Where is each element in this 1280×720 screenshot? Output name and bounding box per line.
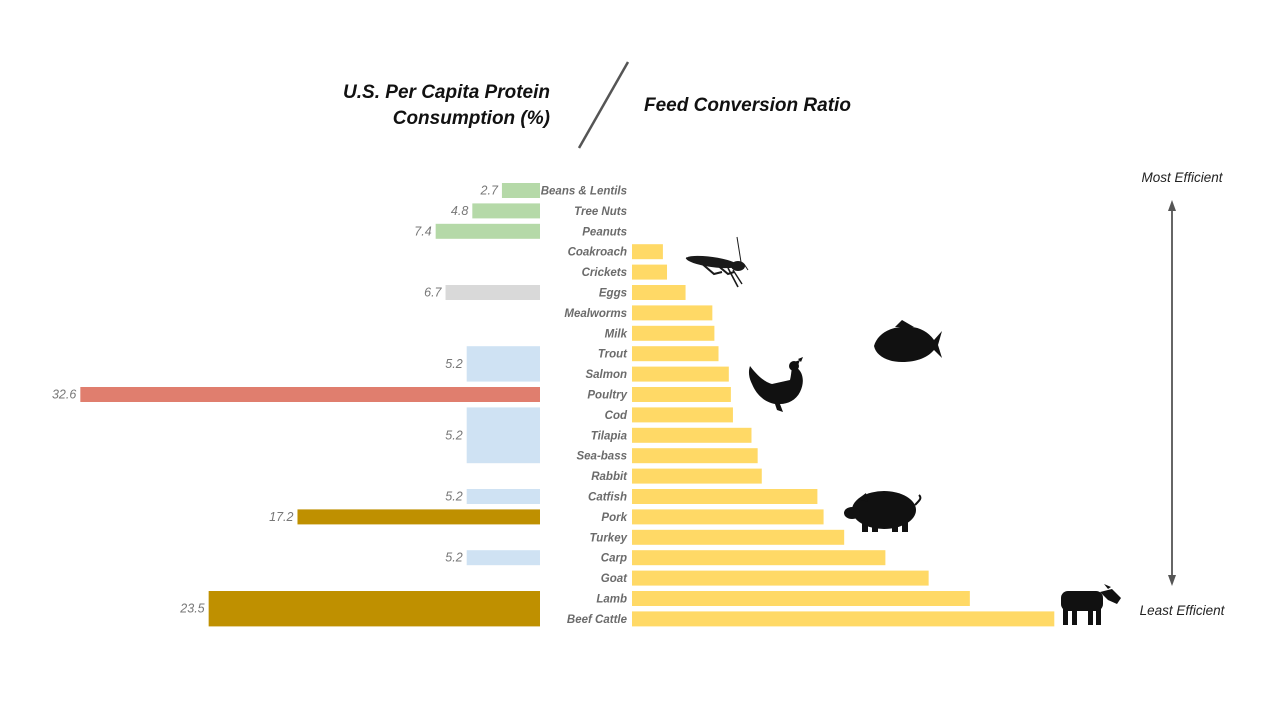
- fcr-bar-catfish: [632, 489, 818, 504]
- category-label-sea-bass: Sea-bass: [576, 451, 627, 463]
- protein-consumption-bars: 2.7 4.8 7.4 6.7 5.2 32.6 5.2 5.2 17.2 5.2 23.5: [52, 183, 540, 627]
- fcr-bar-salmon: [632, 366, 729, 382]
- protein-value-lamb-beef-cattle: 23.5: [179, 602, 204, 616]
- fcr-bar-beef-cattle: [632, 611, 1055, 627]
- protein-bar-peanuts: [435, 223, 540, 239]
- protein-bar-lamb-beef-cattle: [208, 591, 540, 627]
- category-label-goat: Goat: [601, 573, 628, 585]
- protein-value-eggs: 6.7: [424, 286, 442, 300]
- efficiency-arrow-head-top: [1168, 200, 1176, 211]
- fcr-bar-trout: [632, 346, 719, 362]
- category-label-tree-nuts: Tree Nuts: [574, 206, 627, 218]
- fcr-bar-eggs: [632, 285, 686, 300]
- category-label-eggs: Eggs: [599, 288, 627, 300]
- fcr-bar-mealworms: [632, 305, 713, 321]
- fcr-bar-lamb: [632, 591, 970, 606]
- left-title-line1: U.S. Per Capita Protein: [343, 82, 550, 103]
- category-label-coakroach: Coakroach: [568, 247, 627, 259]
- category-label-peanuts: Peanuts: [582, 226, 627, 238]
- protein-value-pork: 17.2: [269, 510, 293, 524]
- category-label-crickets: Crickets: [582, 267, 627, 279]
- protein-value-carp: 5.2: [445, 551, 462, 565]
- cow-icon: [1061, 584, 1121, 625]
- protein-bar-cod-tilapia-sea-bass: [466, 407, 540, 464]
- category-label-pork: Pork: [601, 512, 627, 524]
- fcr-bar-tilapia: [632, 427, 752, 443]
- category-label-salmon: Salmon: [585, 369, 627, 381]
- protein-value-peanuts: 7.4: [414, 224, 431, 238]
- most-efficient-label: Most Efficient: [1141, 170, 1223, 185]
- category-label-beef-cattle: Beef Cattle: [567, 614, 628, 626]
- fcr-bar-poultry: [632, 387, 731, 402]
- protein-bar-catfish: [466, 489, 540, 504]
- protein-bar-trout-salmon: [466, 346, 540, 382]
- category-label-rabbit: Rabbit: [591, 471, 628, 483]
- fcr-bar-carp: [632, 550, 886, 566]
- fcr-bar-goat: [632, 570, 929, 586]
- category-label-poultry: Poultry: [587, 390, 627, 402]
- left-title-line2: Consumption (%): [393, 108, 550, 129]
- protein-bar-poultry: [80, 387, 540, 402]
- category-label-trout: Trout: [598, 349, 628, 361]
- protein-value-cod-tilapia-sea-bass: 5.2: [445, 428, 462, 442]
- cricket-icon: [685, 236, 749, 288]
- fcr-bar-coakroach: [632, 244, 663, 260]
- fcr-bar-sea-bass: [632, 448, 758, 464]
- fish-icon: [874, 320, 942, 362]
- efficiency-arrow-head-bottom: [1168, 575, 1176, 586]
- pig-icon: [844, 491, 922, 532]
- category-label-tilapia: Tilapia: [591, 430, 628, 442]
- category-label-carp: Carp: [601, 553, 627, 565]
- right-title: Feed Conversion Ratio: [644, 95, 851, 116]
- protein-value-tree-nuts: 4.8: [451, 204, 468, 218]
- protein-value-catfish: 5.2: [445, 490, 462, 504]
- protein-bar-beans-lentils: [501, 183, 540, 198]
- fcr-bar-turkey: [632, 529, 845, 545]
- category-label-cod: Cod: [605, 410, 628, 422]
- protein-value-trout-salmon: 5.2: [445, 357, 462, 371]
- category-label-lamb: Lamb: [596, 594, 627, 606]
- protein-bar-tree-nuts: [472, 203, 540, 219]
- fcr-bar-pork: [632, 509, 824, 525]
- category-label-mealworms: Mealworms: [564, 308, 627, 320]
- least-efficient-label: Least Efficient: [1140, 603, 1226, 618]
- chicken-icon: [748, 357, 803, 412]
- fcr-bar-crickets: [632, 264, 668, 280]
- protein-bar-pork: [297, 509, 540, 525]
- category-labels: Beans & Lentils Tree Nuts Peanuts Coakroach…: [541, 186, 628, 626]
- fcr-bar-rabbit: [632, 468, 762, 484]
- category-label-beans-lentils: Beans & Lentils: [541, 186, 627, 198]
- protein-value-poultry: 32.6: [52, 388, 76, 402]
- category-label-catfish: Catfish: [588, 492, 627, 504]
- feed-conversion-bars: [632, 244, 1055, 627]
- protein-bar-carp: [466, 550, 540, 566]
- category-label-milk: Milk: [605, 328, 628, 340]
- fcr-bar-cod: [632, 407, 733, 423]
- fcr-bar-milk: [632, 325, 715, 341]
- category-label-turkey: Turkey: [589, 532, 627, 544]
- title-divider: [577, 61, 630, 149]
- protein-value-beans-lentils: 2.7: [480, 184, 499, 198]
- protein-bar-eggs: [445, 285, 540, 300]
